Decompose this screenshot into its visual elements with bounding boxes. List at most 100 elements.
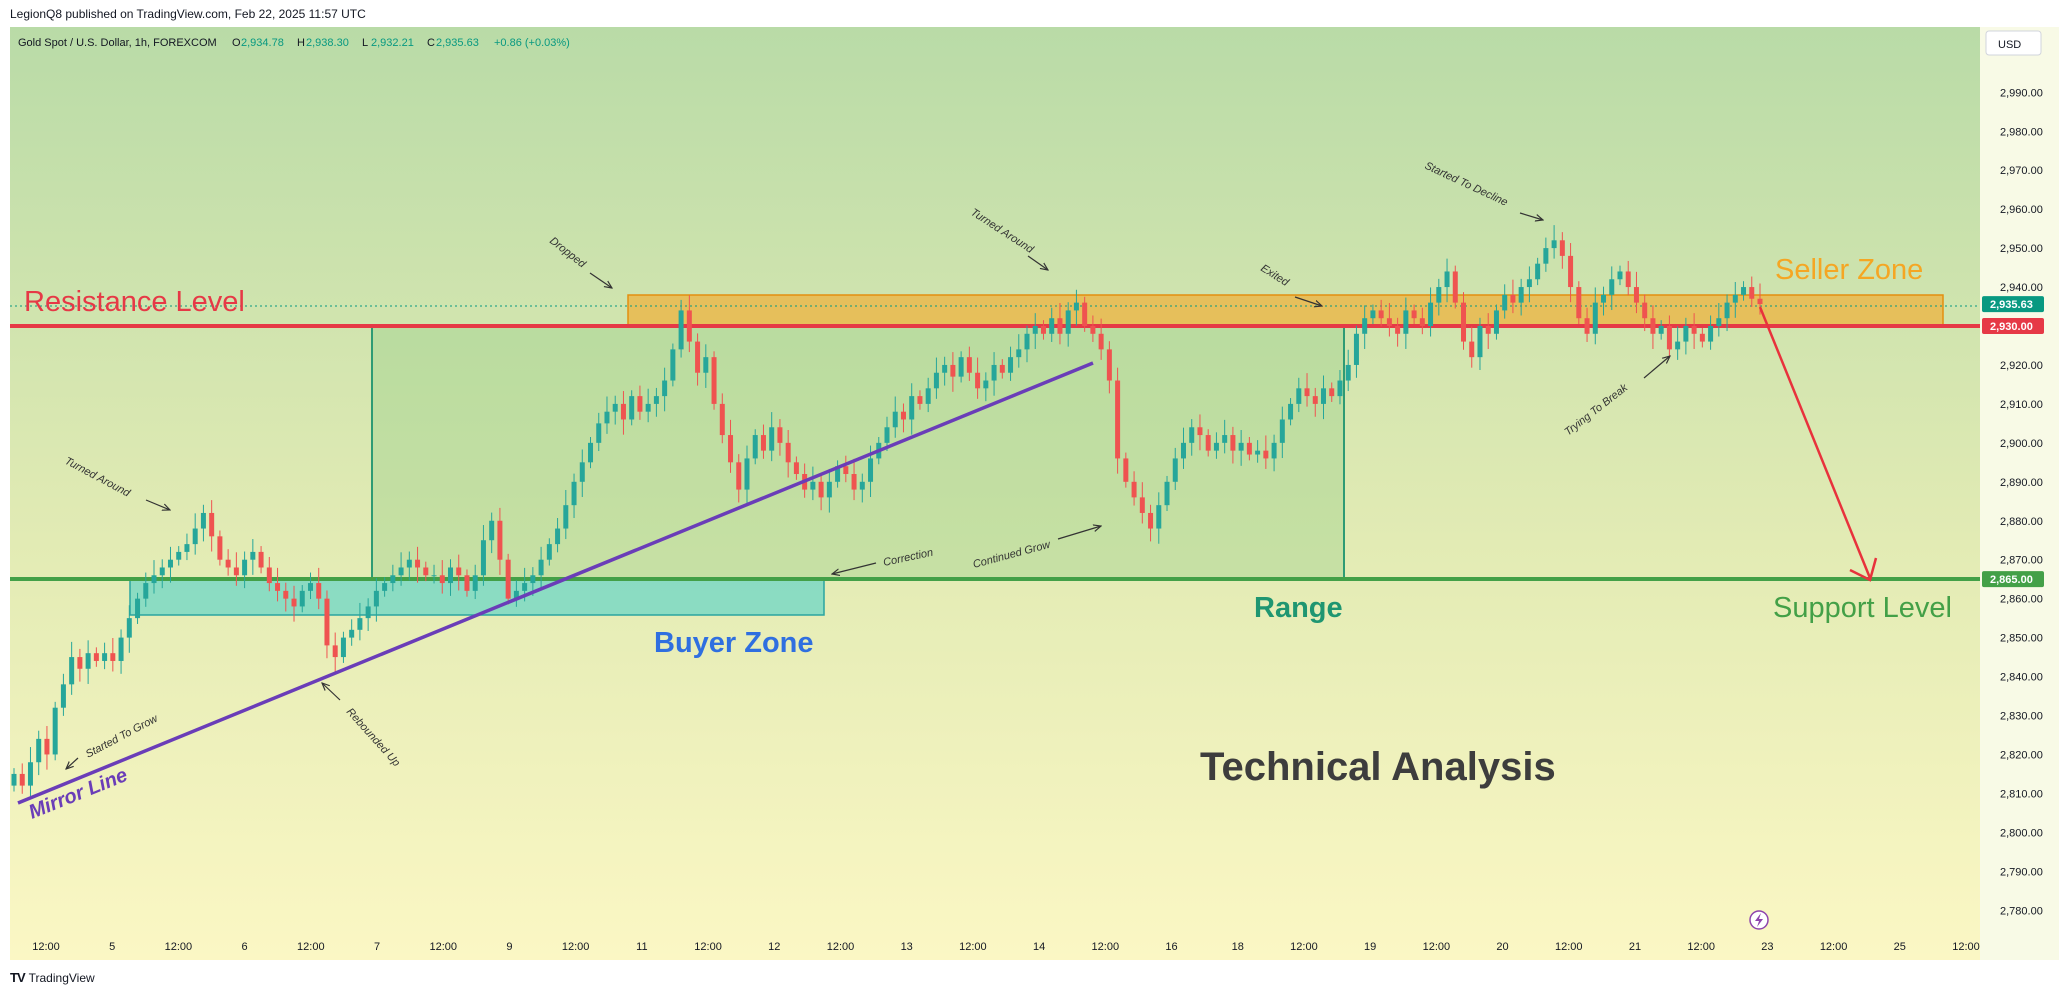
candle-body — [299, 590, 305, 607]
candle-body — [1444, 271, 1450, 288]
time-tick-label: 12:00 — [827, 941, 855, 953]
candle-body — [1370, 310, 1376, 319]
candle-body — [991, 364, 997, 381]
ohlc-change: +0.86 (+0.03%) — [494, 37, 570, 49]
candle-body — [135, 598, 141, 619]
time-tick-label: 7 — [374, 941, 380, 953]
candle-body — [1395, 326, 1401, 334]
candle-body — [1016, 349, 1022, 358]
price-axis[interactable]: 2,990.00 2,980.00 2,970.00 2,960.00 2,950.00… — [2000, 87, 2043, 917]
time-tick-label: 12:00 — [165, 941, 193, 953]
price-axis-panel — [1980, 27, 2059, 960]
candle-body — [19, 773, 25, 786]
candle-body — [571, 481, 577, 506]
candle-body — [662, 380, 668, 397]
candle-body — [1559, 240, 1565, 256]
price-label-badge — [1982, 296, 2044, 313]
candle-body — [200, 512, 206, 529]
time-tick-label: 12:00 — [429, 941, 457, 953]
candle-body — [1411, 310, 1417, 319]
candle-body — [52, 707, 58, 755]
candle-body — [892, 411, 898, 428]
candle-body — [1502, 294, 1508, 311]
candle-body — [69, 657, 75, 685]
candle-body — [942, 364, 948, 373]
candle-body — [579, 462, 585, 482]
candle-body — [209, 512, 215, 537]
candle-body — [538, 559, 544, 576]
candle-body — [653, 396, 659, 404]
candle-body — [645, 403, 651, 412]
candle-body — [522, 583, 528, 591]
candle-body — [1246, 442, 1252, 455]
candle-body — [563, 505, 569, 529]
currency-label: USD — [1998, 39, 2021, 51]
candle-body — [1691, 326, 1697, 334]
price-tick-label: 2,800.00 — [2000, 827, 2043, 839]
time-tick-label: 12:00 — [1290, 941, 1318, 953]
candle-body — [1148, 512, 1154, 529]
ohlc-readout: O 2,934.78 H 2,938.30 L 2,932.21 C 2,935.63 +0.8… — [232, 37, 570, 49]
time-tick-label: 21 — [1629, 941, 1641, 953]
candle-body — [596, 423, 602, 443]
time-tick-label: 14 — [1033, 941, 1045, 953]
time-tick-label: 6 — [242, 941, 248, 953]
candle-body — [1419, 318, 1425, 326]
publisher-info: LegionQ8 published on TradingView.com, F… — [10, 7, 366, 21]
tradingview-logo[interactable]: TV TradingView — [10, 970, 95, 985]
candle-body — [398, 567, 404, 576]
candle-body — [110, 653, 116, 661]
candle-body — [464, 575, 470, 591]
candle-body — [1708, 326, 1714, 342]
candle-body — [167, 559, 173, 568]
candle-body — [1633, 287, 1639, 303]
candle-body — [868, 458, 874, 482]
candle-body — [1329, 388, 1335, 397]
candle-body — [999, 364, 1005, 373]
price-tick-label: 2,840.00 — [2000, 672, 2043, 684]
time-axis[interactable]: 12:00 5 12:00 6 12:00 7 12:00 9 12:00 11 12:00 12 12… — [32, 941, 1980, 953]
candle-body — [620, 403, 626, 420]
candle-body — [818, 481, 824, 498]
time-tick-label: 16 — [1165, 941, 1177, 953]
candle-body — [1609, 279, 1615, 295]
candle-body — [176, 551, 182, 560]
candle-body — [1543, 248, 1549, 264]
price-tick-label: 2,960.00 — [2000, 204, 2043, 216]
candle-body — [900, 411, 906, 420]
time-tick-label: 12:00 — [297, 941, 325, 953]
candle-body — [546, 544, 552, 560]
candle-body — [439, 575, 445, 584]
candle-body — [258, 551, 264, 568]
candle-body — [1699, 333, 1705, 342]
currency-button[interactable] — [1985, 30, 2042, 56]
projection-arrow[interactable] — [1758, 306, 1872, 579]
candle-body — [958, 357, 964, 377]
ohlc-label: C — [427, 37, 435, 49]
candle-body — [77, 657, 83, 669]
candle-body — [1716, 318, 1722, 326]
mirror-line[interactable] — [17, 361, 1094, 805]
publisher-bar: LegionQ8 published on TradingView.com, F… — [0, 0, 2059, 27]
tradingview-logo-icon: TV — [10, 970, 26, 985]
candle-body — [752, 435, 758, 459]
candle-body — [1568, 255, 1574, 288]
candle-body — [159, 567, 165, 576]
ohlc-value: 2,934.78 — [241, 37, 284, 49]
candle-body — [1617, 271, 1623, 280]
candle-body — [1321, 388, 1326, 404]
candle-body — [1082, 302, 1088, 326]
candle-body — [637, 396, 643, 412]
buyer-zone-label: Buyer Zone — [654, 627, 814, 659]
candle-body — [777, 427, 783, 443]
candle-body — [266, 567, 272, 584]
candle-body — [1461, 302, 1467, 342]
price-tick-label: 2,910.00 — [2000, 399, 2043, 411]
time-tick-label: 23 — [1761, 941, 1773, 953]
candle-body — [1304, 388, 1310, 397]
candle-body — [118, 637, 124, 661]
candle-body — [1452, 271, 1458, 303]
candle-body — [1732, 294, 1738, 303]
price-tick-label: 2,850.00 — [2000, 633, 2043, 645]
